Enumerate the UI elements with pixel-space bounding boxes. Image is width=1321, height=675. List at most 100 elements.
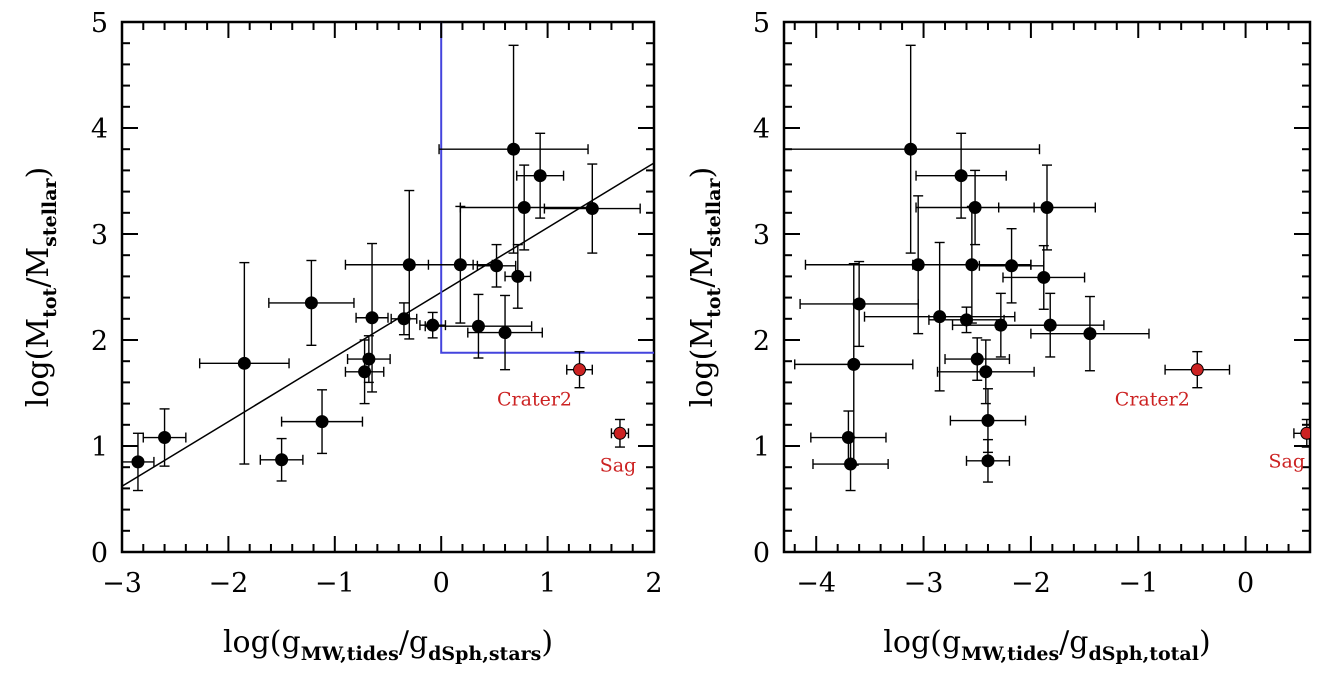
data-marker — [573, 363, 587, 377]
left-highlight-point — [610, 418, 630, 448]
data-marker — [507, 142, 521, 156]
data-marker — [613, 426, 627, 440]
right-data-point — [936, 339, 1035, 405]
left-highlight-point — [566, 350, 593, 389]
right-x-tick-label: −3 — [904, 568, 944, 599]
right-panel: −4 −3 −2 −1 0 0 1 2 3 4 5 Crater2 Sag log(gMW,tides/… — [685, 8, 1312, 665]
data-marker — [304, 296, 318, 310]
left-ticks — [121, 21, 655, 553]
left-data-point — [198, 261, 290, 465]
data-marker — [275, 453, 289, 467]
data-marker — [365, 311, 379, 325]
left-data-point — [543, 163, 641, 254]
data-marker — [397, 312, 411, 326]
left-y-tick-label: 4 — [91, 114, 108, 145]
left-x-tick-label: 2 — [645, 568, 662, 599]
left-data-point — [268, 259, 355, 346]
data-marker — [585, 202, 599, 216]
left-y-tick-label: 2 — [91, 326, 108, 357]
left-annotation-sag: Sag — [600, 454, 637, 476]
left-data-point — [424, 293, 533, 359]
right-y-tick-label: 3 — [753, 220, 770, 251]
left-y-tick-label: 0 — [91, 538, 108, 569]
left-data-point — [122, 432, 155, 492]
left-data-point — [476, 243, 517, 288]
right-y-tick-label: 5 — [753, 8, 770, 39]
left-data-point — [438, 44, 589, 254]
left-x-tick-label: −2 — [208, 568, 248, 599]
data-marker — [402, 258, 416, 272]
right-data-point — [915, 132, 1007, 219]
data-marker — [511, 269, 525, 283]
left-data-point — [467, 294, 543, 371]
data-marker — [981, 454, 995, 468]
selection-box — [440, 22, 654, 354]
right-y-tick-label: 4 — [753, 114, 770, 145]
right-data-point — [944, 337, 1011, 381]
left-data-point — [419, 311, 447, 339]
data-marker — [970, 352, 984, 366]
data-marker — [498, 326, 512, 340]
data-marker — [852, 297, 866, 311]
right-y-tick-label: 1 — [753, 432, 770, 463]
right-data-point — [997, 164, 1097, 251]
data-marker — [1190, 363, 1204, 377]
left-panel: −3 −2 −1 0 1 2 0 1 2 3 4 5 Crater2 Sag log(gMW,tides/… — [21, 8, 663, 665]
right-data-point — [965, 438, 1011, 483]
left-data-point — [259, 437, 304, 482]
data-marker — [362, 352, 376, 366]
left-x-tick-label: −3 — [102, 568, 142, 599]
data-marker — [237, 356, 251, 370]
left-annotation-crater2: Crater2 — [497, 389, 572, 411]
data-marker — [847, 357, 861, 371]
data-marker — [1040, 201, 1054, 214]
left-data-point — [280, 389, 364, 455]
left-y-axis-label: log(Mtot/Mstellar) — [21, 167, 61, 407]
left-x-axis-label: log(gMW,tides/gdSph,stars) — [223, 625, 553, 665]
data-marker — [904, 142, 918, 156]
left-data-point — [504, 243, 532, 309]
right-plot-frame — [782, 20, 1312, 554]
left-data-point — [346, 335, 391, 384]
left-x-tick-label: 1 — [539, 568, 556, 599]
data-marker — [471, 319, 485, 333]
right-data-point — [995, 292, 1105, 358]
data-marker — [533, 169, 547, 183]
left-y-tick-label: 3 — [91, 220, 108, 251]
data-marker — [1300, 426, 1310, 440]
right-data-point — [863, 241, 1016, 392]
data-marker — [1043, 318, 1057, 332]
left-data-point — [355, 242, 389, 393]
right-x-axis-label: log(gMW,tides/gdSph,total) — [883, 625, 1210, 665]
left-plot-frame — [120, 20, 656, 554]
right-annotation-crater2: Crater2 — [1115, 389, 1190, 411]
left-data-point — [459, 164, 589, 251]
right-ticks — [784, 21, 1311, 553]
left-y-tick-label: 5 — [91, 8, 108, 39]
right-data-point — [784, 44, 1041, 254]
data-marker — [453, 258, 467, 272]
data-marker — [1083, 327, 1097, 341]
right-x-tick-label: −1 — [1118, 568, 1158, 599]
data-marker — [933, 310, 947, 324]
left-data-point — [516, 132, 565, 219]
data-marker — [1037, 270, 1051, 284]
right-data-point — [978, 227, 1045, 304]
data-marker — [979, 365, 993, 379]
right-data-point — [812, 436, 889, 492]
data-marker — [965, 258, 979, 272]
right-y-tick-label: 2 — [753, 326, 770, 357]
left-data-point — [344, 339, 385, 405]
left-y-tick-label: 1 — [91, 432, 108, 463]
right-y-tick-label: 0 — [753, 538, 770, 569]
data-marker — [844, 457, 858, 471]
data-marker — [358, 365, 372, 379]
data-marker — [517, 201, 531, 214]
data-marker — [158, 431, 172, 445]
right-annotation-sag: Sag — [1269, 450, 1306, 472]
left-x-tick-label: 0 — [433, 568, 450, 599]
right-data-point — [1002, 244, 1086, 310]
left-x-tick-label: −1 — [315, 568, 355, 599]
data-marker — [315, 415, 329, 429]
